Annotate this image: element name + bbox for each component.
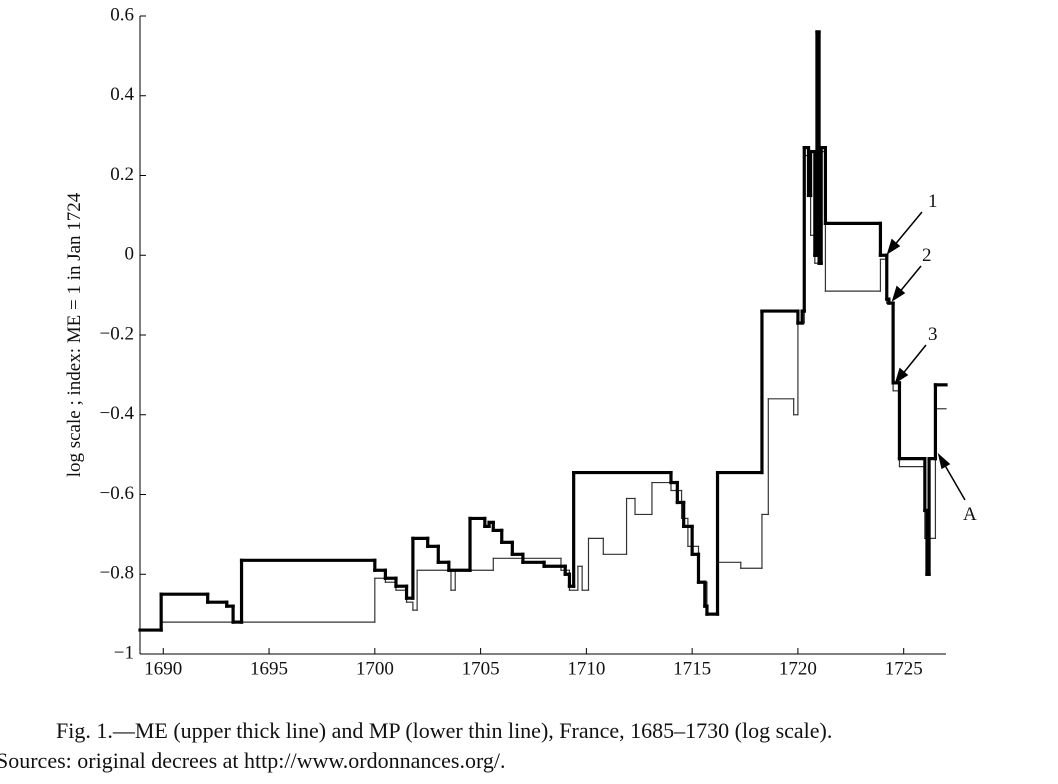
arrow-head — [937, 452, 951, 470]
arrow — [892, 211, 923, 248]
x-tick-label: 1715 — [673, 658, 711, 679]
caption: Fig. 1.—ME (upper thick line) and MP (lo… — [56, 718, 832, 743]
arrow — [942, 461, 966, 501]
y-tick-label: −1 — [114, 642, 134, 663]
arrow-head — [894, 367, 909, 384]
y-tick-label: 0.6 — [110, 4, 134, 25]
x-tick-label: 1695 — [250, 658, 288, 679]
plot-area — [138, 30, 948, 632]
y-tick-label: −0.6 — [100, 483, 134, 504]
y-tick-label: 0.2 — [110, 164, 134, 185]
x-tick-label: 1725 — [885, 658, 923, 679]
arrow-head — [891, 285, 906, 302]
annotation: A — [963, 504, 977, 525]
annotation: 1 — [928, 191, 938, 212]
y-axis-label: log scale ; index: ME = 1 in Jan 1724 — [64, 192, 85, 477]
x-tick-label: 1710 — [567, 658, 605, 679]
annotation-arrows — [886, 211, 966, 501]
x-tick-label: 1705 — [462, 658, 500, 679]
series-me — [138, 30, 948, 632]
arrow — [900, 344, 927, 377]
y-tick-label: 0.4 — [110, 84, 134, 105]
annotation: 3 — [928, 324, 938, 345]
y-tick-label: −0.2 — [100, 323, 134, 344]
x-tick-label: 1720 — [779, 658, 817, 679]
arrow-head — [886, 238, 901, 255]
y-tick-label: −0.8 — [100, 563, 134, 584]
arrow — [897, 265, 922, 295]
annotation: 2 — [922, 245, 932, 266]
x-tick-label: 1700 — [356, 658, 394, 679]
x-tick-label: 1690 — [144, 658, 182, 679]
y-tick-label: 0 — [125, 244, 135, 265]
y-tick-label: −0.4 — [100, 403, 135, 424]
sources: Sources: original decrees at http://www.… — [0, 748, 506, 773]
